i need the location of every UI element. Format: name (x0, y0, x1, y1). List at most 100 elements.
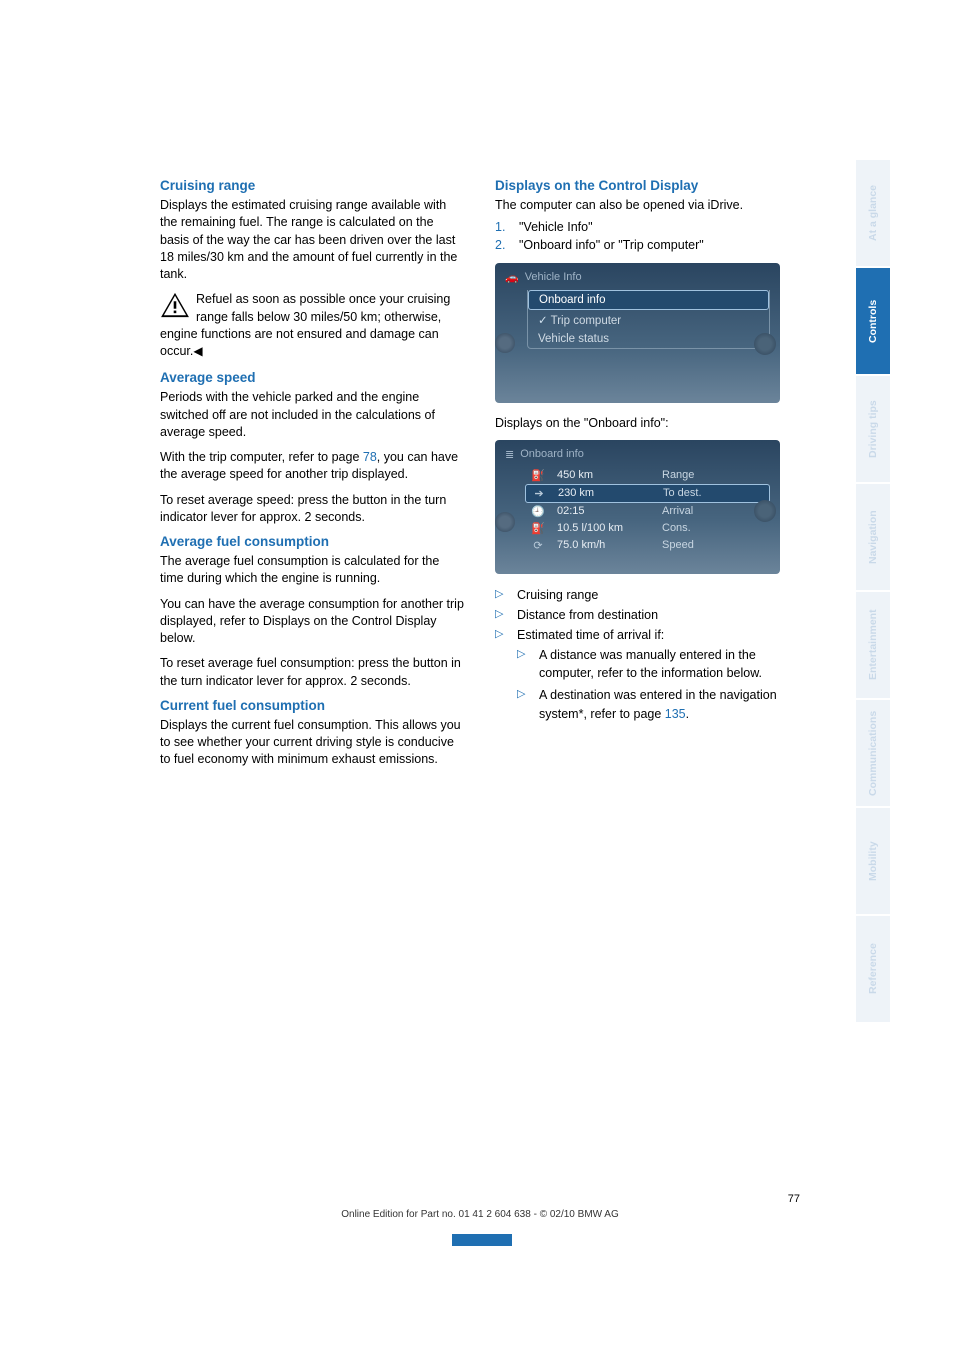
step-number: 2. (495, 236, 509, 254)
paragraph: To reset average fuel consumption: press… (160, 655, 465, 690)
list-icon: ≣ (505, 448, 514, 461)
speed-icon: ⟳ (529, 539, 547, 552)
footer-accent-bar (452, 1234, 512, 1246)
tab-navigation[interactable]: Navigation (856, 484, 890, 592)
list-item: ▷ Estimated time of arrival if: ▷ A dista… (495, 626, 800, 723)
right-column: Displays on the Control Display The comp… (495, 170, 800, 777)
bullet-text: A destination was entered in the navigat… (539, 686, 800, 722)
check-icon: ✓ (538, 315, 551, 327)
step-number: 1. (495, 218, 509, 236)
triangle-icon: ▷ (517, 686, 529, 722)
numbered-steps: 1. "Vehicle Info" 2. "Onboard info" or "Tr… (495, 218, 800, 254)
list-item: 2. "Onboard info" or "Trip computer" (495, 236, 800, 254)
info-row-speed: ⟳ 75.0 km/h Speed (525, 537, 770, 554)
triangle-icon: ▷ (495, 606, 507, 624)
fuel-icon: ⛽ (529, 522, 547, 535)
page-number: 77 (160, 1193, 800, 1205)
tab-reference[interactable]: Reference (856, 916, 890, 1024)
warning-text: Refuel as soon as possible once your cru… (160, 292, 450, 358)
menu-item-vehicle-status: Vehicle status (528, 330, 769, 348)
label: To dest. (663, 487, 702, 499)
fuel-icon: ⛽ (529, 469, 547, 482)
info-row-destination: ➔ 230 km To dest. (525, 484, 770, 503)
heading-displays-control: Displays on the Control Display (495, 178, 800, 193)
controller-knob-icon (495, 333, 515, 353)
footer-edition-text: Online Edition for Part no. 01 41 2 604 … (160, 1209, 800, 1220)
list-item: ▷ Distance from destination (495, 606, 800, 624)
end-mark-icon: ◀ (193, 344, 202, 358)
warning-note: Refuel as soon as possible once your cru… (160, 291, 465, 360)
heading-average-fuel: Average fuel consumption (160, 534, 465, 549)
list-item: ▷ A destination was entered in the naviga… (517, 686, 800, 722)
title-text: Vehicle Info (525, 271, 582, 283)
bullet-list: ▷ Cruising range ▷ Distance from destinati… (495, 586, 800, 723)
tab-communications[interactable]: Communications (856, 700, 890, 808)
label: Speed (662, 539, 694, 551)
title-text: Onboard info (520, 448, 584, 460)
triangle-icon: ▷ (517, 646, 529, 682)
triangle-icon: ▷ (495, 626, 507, 644)
heading-average-speed: Average speed (160, 370, 465, 385)
paragraph: The computer can also be opened via iDri… (495, 197, 800, 214)
paragraph: Displays the current fuel consumption. T… (160, 717, 465, 769)
value: 75.0 km/h (557, 539, 652, 551)
paragraph: Displays the estimated cruising range av… (160, 197, 465, 283)
step-text: "Onboard info" or "Trip computer" (519, 236, 704, 254)
paragraph: To reset average speed: press the button… (160, 492, 465, 527)
car-icon: 🚗 (505, 271, 519, 284)
value: 02:15 (557, 505, 652, 517)
bullet-text: Distance from destination (517, 606, 658, 624)
screenshot-title: 🚗 Vehicle Info (505, 271, 770, 284)
screenshot-title: ≣ Onboard info (505, 448, 770, 461)
left-column: Cruising range Displays the estimated cr… (160, 170, 465, 777)
controller-knob-icon (495, 512, 515, 532)
section-tabs: At a glance Controls Driving tips Naviga… (856, 160, 890, 1024)
tab-at-a-glance[interactable]: At a glance (856, 160, 890, 268)
bullet-text: A distance was manually entered in the c… (539, 646, 800, 682)
heading-current-fuel: Current fuel consumption (160, 698, 465, 713)
info-row-range: ⛽ 450 km Range (525, 467, 770, 484)
triangle-icon: ▷ (495, 586, 507, 604)
value: 450 km (557, 469, 652, 481)
list-item: 1. "Vehicle Info" (495, 218, 800, 236)
paragraph: With the trip computer, refer to page 78… (160, 449, 465, 484)
value: 230 km (558, 487, 653, 499)
label: Cons. (662, 522, 691, 534)
info-rows: ⛽ 450 km Range ➔ 230 km To dest. 🕘 02:15 Arriv… (525, 467, 770, 554)
info-row-arrival: 🕘 02:15 Arrival (525, 503, 770, 520)
bullet-text: Cruising range (517, 586, 598, 604)
bullet-text: Estimated time of arrival if: (517, 626, 664, 644)
page-footer: 77 Online Edition for Part no. 01 41 2 6… (160, 1193, 800, 1220)
tab-entertainment[interactable]: Entertainment (856, 592, 890, 700)
text-fragment: . (686, 707, 689, 721)
page-content: Cruising range Displays the estimated cr… (160, 170, 800, 777)
sub-bullet-list: ▷ A distance was manually entered in the … (517, 646, 800, 723)
menu-list: Onboard info ✓ Trip computer Vehicle sta… (527, 290, 770, 349)
arrow-icon: ➔ (530, 487, 548, 500)
label: Arrival (662, 505, 693, 517)
caption: Displays on the "Onboard info": (495, 415, 800, 432)
tab-driving-tips[interactable]: Driving tips (856, 376, 890, 484)
page-link-78[interactable]: 78 (363, 450, 377, 464)
heading-cruising-range: Cruising range (160, 178, 465, 193)
tab-controls[interactable]: Controls (856, 268, 890, 376)
paragraph: Periods with the vehicle parked and the … (160, 389, 465, 441)
clock-icon: 🕘 (529, 505, 547, 518)
warning-icon (160, 292, 190, 318)
menu-item-onboard-info: Onboard info (528, 290, 769, 310)
tab-mobility[interactable]: Mobility (856, 808, 890, 916)
label: Range (662, 469, 694, 481)
menu-item-trip-computer: ✓ Trip computer (528, 310, 769, 330)
list-item: ▷ A distance was manually entered in the … (517, 646, 800, 682)
list-item: ▷ Cruising range (495, 586, 800, 604)
menu-label: Trip computer (551, 315, 622, 327)
screenshot-onboard-info: ≣ Onboard info ⛽ 450 km Range ➔ 230 km To de… (495, 440, 780, 574)
value: 10.5 l/100 km (557, 522, 652, 534)
info-row-consumption: ⛽ 10.5 l/100 km Cons. (525, 520, 770, 537)
paragraph: The average fuel consumption is calculat… (160, 553, 465, 588)
page-link-135[interactable]: 135 (665, 707, 686, 721)
screenshot-vehicle-info: 🚗 Vehicle Info Onboard info ✓ Trip compu… (495, 263, 780, 403)
text-fragment: , refer to page (583, 707, 664, 721)
step-text: "Vehicle Info" (519, 218, 593, 236)
paragraph: You can have the average consumption for… (160, 596, 465, 648)
